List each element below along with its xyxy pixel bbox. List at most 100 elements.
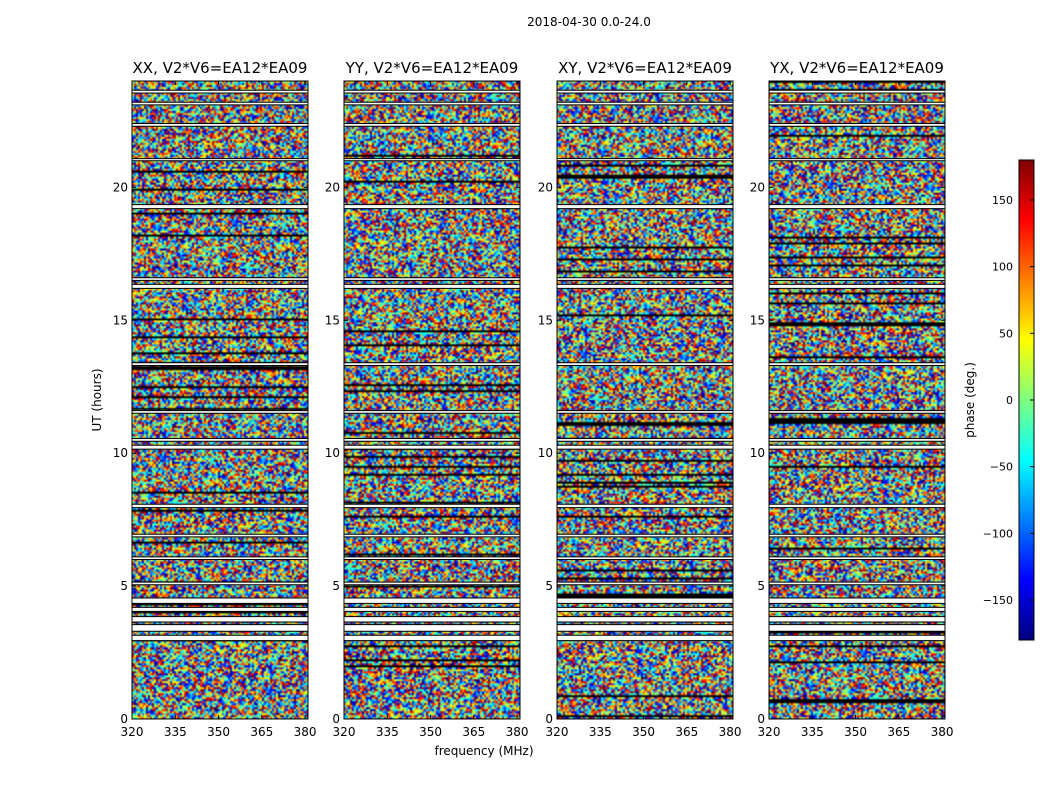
flagged-band: [132, 504, 308, 507]
panel-heatmap: [557, 81, 733, 719]
y-tick-label: 15: [113, 313, 128, 327]
flagged-band: [769, 625, 945, 632]
x-tick-label: 335: [376, 725, 399, 739]
flagged-band: [557, 598, 733, 603]
x-tick-label: 320: [758, 725, 781, 739]
panel-title: YX, V2*V6=EA12*EA09: [769, 59, 944, 77]
flagged-band: [557, 625, 733, 632]
flagged-band: [557, 504, 733, 507]
flagged-band: [769, 284, 945, 288]
y-tick-label: 0: [120, 712, 128, 726]
flagged-band: [132, 635, 308, 640]
x-tick-label: 320: [546, 725, 569, 739]
flagged-band: [132, 598, 308, 603]
colorbar-tick-label: 50: [999, 327, 1013, 340]
flagged-band: [769, 445, 945, 449]
x-tick-label: 350: [844, 725, 867, 739]
y-tick-label: 5: [545, 579, 553, 593]
flagged-band: [132, 284, 308, 288]
x-tick-label: 380: [294, 725, 317, 739]
x-tick-label: 380: [506, 725, 529, 739]
panel-3: YX, V2*V6=EA12*EA09 320 335 350 365 380 0 5 10…: [750, 59, 954, 739]
flagged-band: [132, 445, 308, 449]
flagged-band: [344, 205, 520, 209]
x-tick-label: 320: [121, 725, 144, 739]
x-tick-label: 335: [164, 725, 187, 739]
flagged-band: [132, 205, 308, 209]
flagged-band: [132, 607, 308, 611]
flagged-band: [557, 284, 733, 288]
flagged-band: [344, 607, 520, 611]
y-tick-label: 20: [113, 180, 128, 194]
panel-0: XX, V2*V6=EA12*EA09 320 335 350 365 380 0 5 10…: [113, 59, 317, 739]
colorbar-label: phase (deg.): [963, 362, 977, 438]
y-tick-label: 15: [538, 313, 553, 327]
flagged-band: [344, 598, 520, 603]
flagged-band: [769, 617, 945, 622]
y-tick-label: 0: [332, 712, 340, 726]
flagged-band: [344, 504, 520, 507]
y-axis-label: UT (hours): [90, 368, 104, 431]
y-tick-label: 10: [325, 446, 340, 460]
flagged-band: [557, 607, 733, 611]
y-tick-label: 5: [120, 579, 128, 593]
x-tick-label: 350: [632, 725, 655, 739]
flagged-band: [132, 617, 308, 622]
x-tick-label: 350: [207, 725, 230, 739]
flagged-band: [557, 635, 733, 640]
panel-1: YY, V2*V6=EA12*EA09 320 335 350 365 380 0 5 10…: [325, 59, 529, 739]
flagged-band: [769, 607, 945, 611]
y-tick-label: 10: [113, 446, 128, 460]
y-tick-label: 15: [325, 313, 340, 327]
flagged-band: [344, 445, 520, 449]
flagged-band: [769, 205, 945, 209]
colorbar-tick-label: 0: [1006, 394, 1013, 407]
flagged-band: [132, 625, 308, 632]
y-tick-label: 10: [538, 446, 553, 460]
panel-heatmap: [344, 81, 520, 719]
y-tick-label: 15: [750, 313, 765, 327]
flagged-band: [344, 284, 520, 288]
flagged-band: [344, 625, 520, 632]
flagged-band: [769, 635, 945, 640]
y-tick-label: 20: [325, 180, 340, 194]
x-tick-label: 380: [931, 725, 954, 739]
flagged-band: [344, 617, 520, 622]
flagged-band: [769, 598, 945, 603]
y-tick-label: 20: [538, 180, 553, 194]
panel-title: YY, V2*V6=EA12*EA09: [345, 59, 519, 77]
panel-title: XY, V2*V6=EA12*EA09: [558, 59, 732, 77]
colorbar-tick-label: −50: [990, 461, 1013, 474]
flagged-band: [557, 445, 733, 449]
panel-2: XY, V2*V6=EA12*EA09 320 335 350 365 380 0 5 10…: [538, 59, 742, 739]
panel-heatmap: [132, 81, 308, 719]
x-tick-label: 380: [719, 725, 742, 739]
y-tick-label: 0: [757, 712, 765, 726]
flagged-band: [769, 504, 945, 507]
y-tick-label: 5: [332, 579, 340, 593]
panel-title: XX, V2*V6=EA12*EA09: [133, 59, 308, 77]
colorbar-tick-label: 150: [992, 194, 1013, 207]
x-tick-label: 365: [250, 725, 273, 739]
x-tick-label: 350: [419, 725, 442, 739]
y-tick-label: 5: [757, 579, 765, 593]
flagged-band: [557, 205, 733, 209]
figure-title: 2018-04-30 0.0-24.0: [527, 15, 651, 29]
colorbar-tick-label: −100: [983, 527, 1013, 540]
x-tick-label: 320: [333, 725, 356, 739]
panel-heatmap: [769, 81, 945, 719]
x-tick-label: 335: [801, 725, 824, 739]
x-axis-label: frequency (MHz): [434, 744, 533, 758]
colorbar-tick-label: −150: [983, 594, 1013, 607]
flagged-band: [344, 635, 520, 640]
y-tick-label: 0: [545, 712, 553, 726]
flagged-band: [557, 617, 733, 622]
colorbar-tick-label: 100: [992, 261, 1013, 274]
figure: 2018-04-30 0.0-24.0 XX, V2*V6=EA12*EA09 …: [0, 0, 1050, 800]
x-tick-label: 365: [887, 725, 910, 739]
x-tick-label: 365: [462, 725, 485, 739]
x-tick-label: 335: [589, 725, 612, 739]
x-tick-label: 365: [675, 725, 698, 739]
y-tick-label: 10: [750, 446, 765, 460]
y-tick-label: 20: [750, 180, 765, 194]
